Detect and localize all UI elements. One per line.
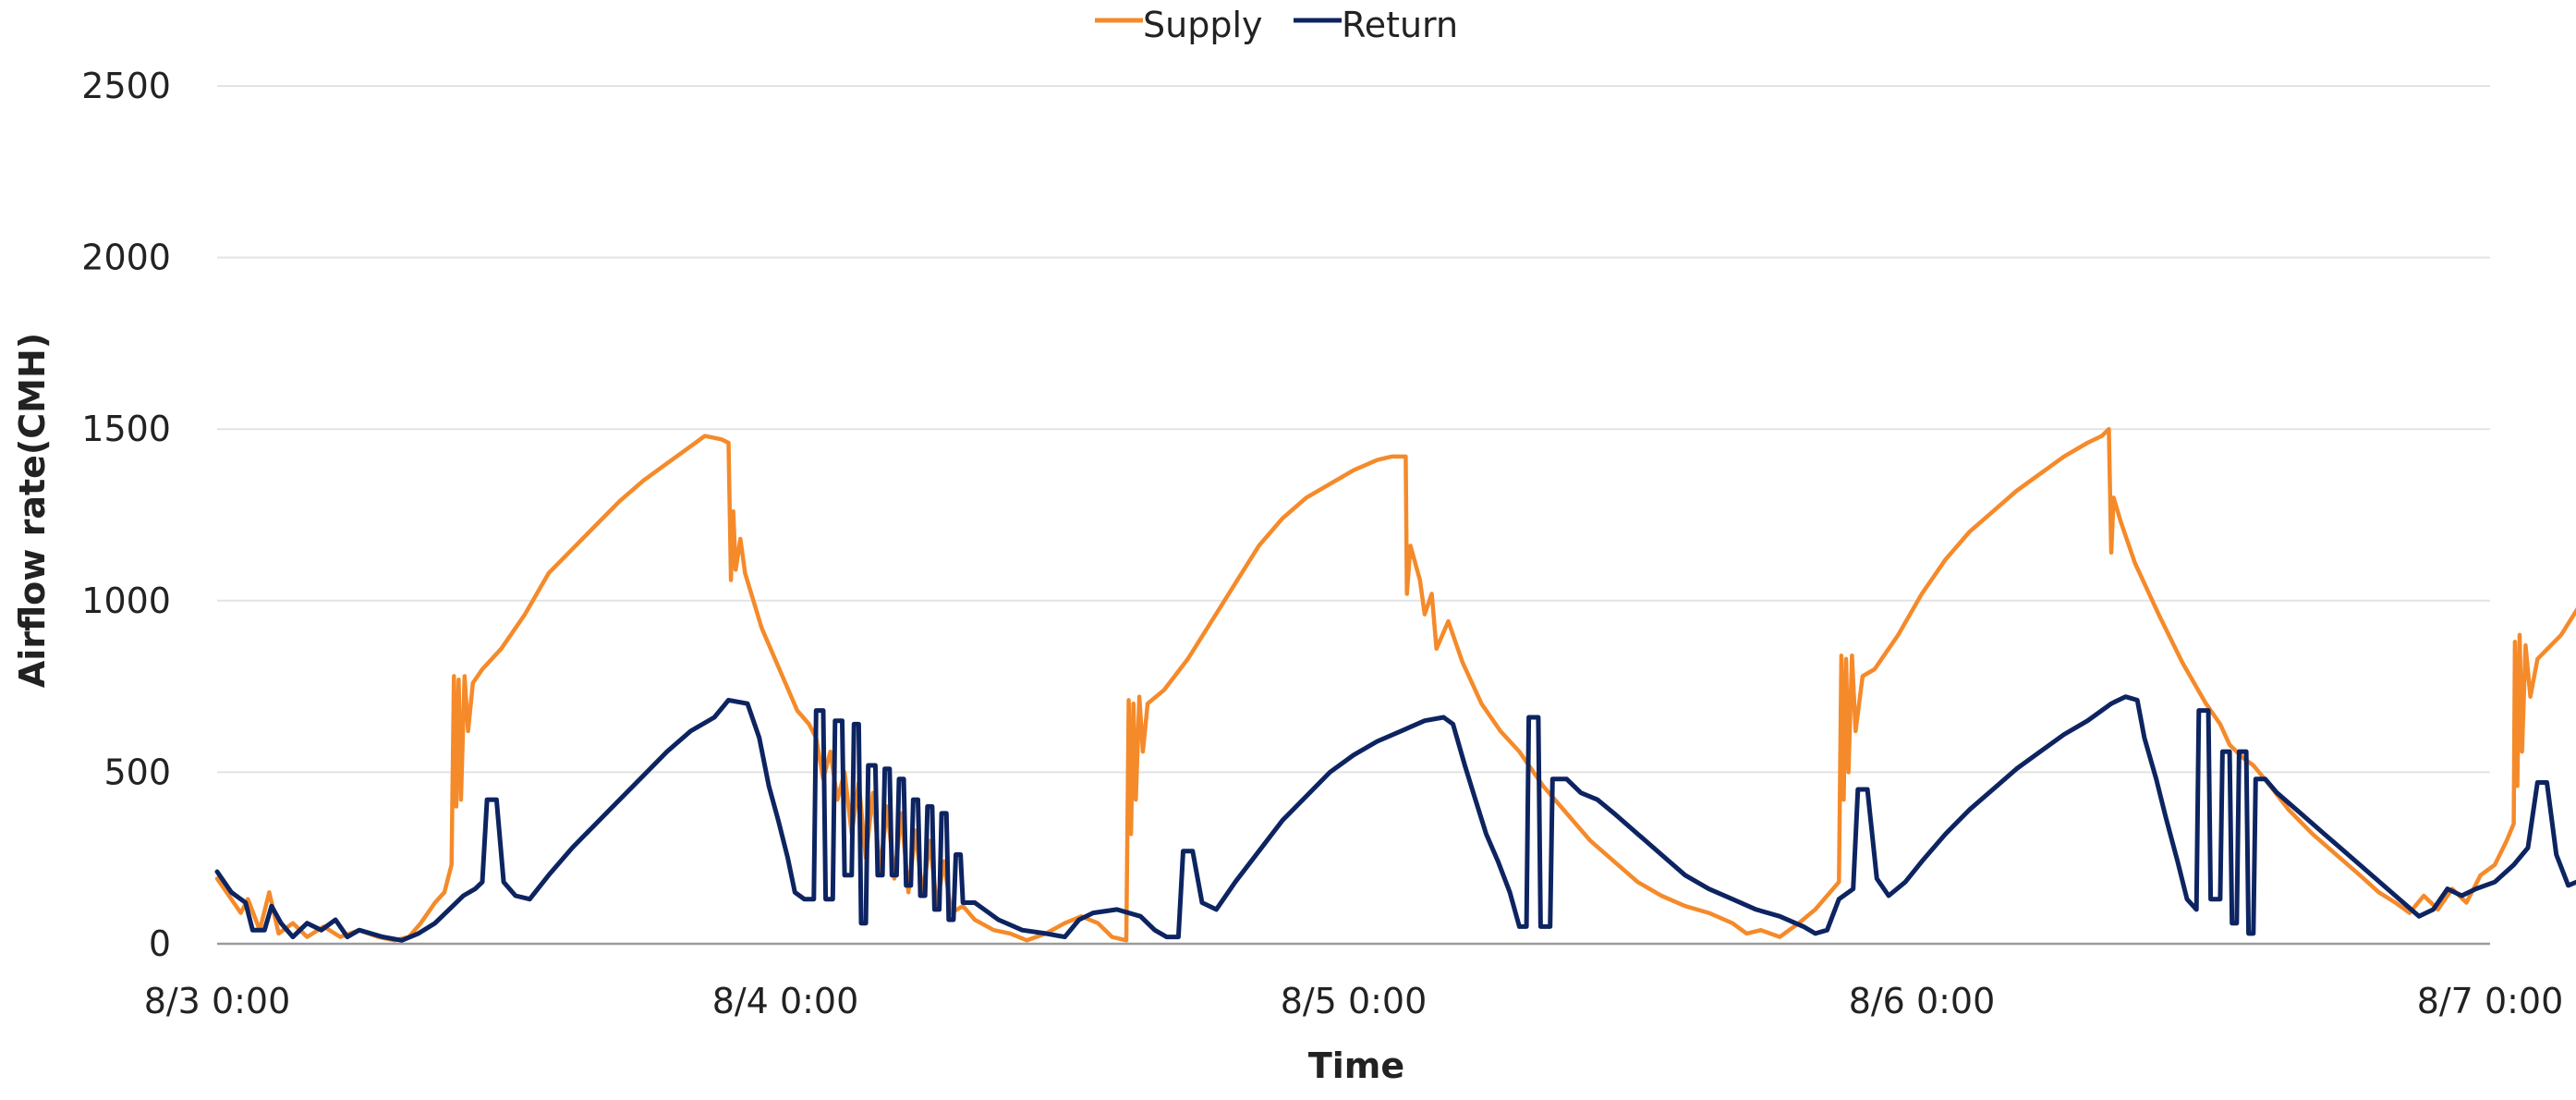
y-tick-label: 2000	[81, 238, 171, 278]
x-tick-label: 8/5 0:00	[1281, 981, 1428, 1021]
series-line-return	[214, 694, 2576, 943]
gridlines	[217, 85, 2490, 946]
series-layer	[214, 426, 2576, 943]
legend-label-supply: Supply	[1143, 5, 1263, 45]
x-tick-label: 8/7 0:00	[2417, 981, 2564, 1021]
legend: Supply Return	[1095, 5, 1458, 45]
axis-tick-labels: 0 500 1000 1500 2000 2500 8/3 0:00 8/4 0:00 8/5 …	[81, 66, 2563, 1021]
y-tick-label: 1500	[81, 409, 171, 449]
y-tick-label: 1000	[81, 581, 171, 621]
y-tick-label: 0	[149, 923, 171, 964]
y-tick-label: 500	[103, 752, 171, 792]
legend-label-return: Return	[1342, 5, 1458, 45]
x-tick-label: 8/3 0:00	[144, 981, 291, 1021]
x-axis-title: Time	[1308, 1045, 1404, 1086]
y-tick-label: 2500	[81, 66, 171, 106]
x-tick-label: 8/4 0:00	[712, 981, 859, 1021]
x-tick-label: 8/6 0:00	[1849, 981, 1996, 1021]
series-line-supply	[214, 426, 2576, 943]
y-axis-title: Airflow rate(CMH)	[12, 333, 53, 688]
